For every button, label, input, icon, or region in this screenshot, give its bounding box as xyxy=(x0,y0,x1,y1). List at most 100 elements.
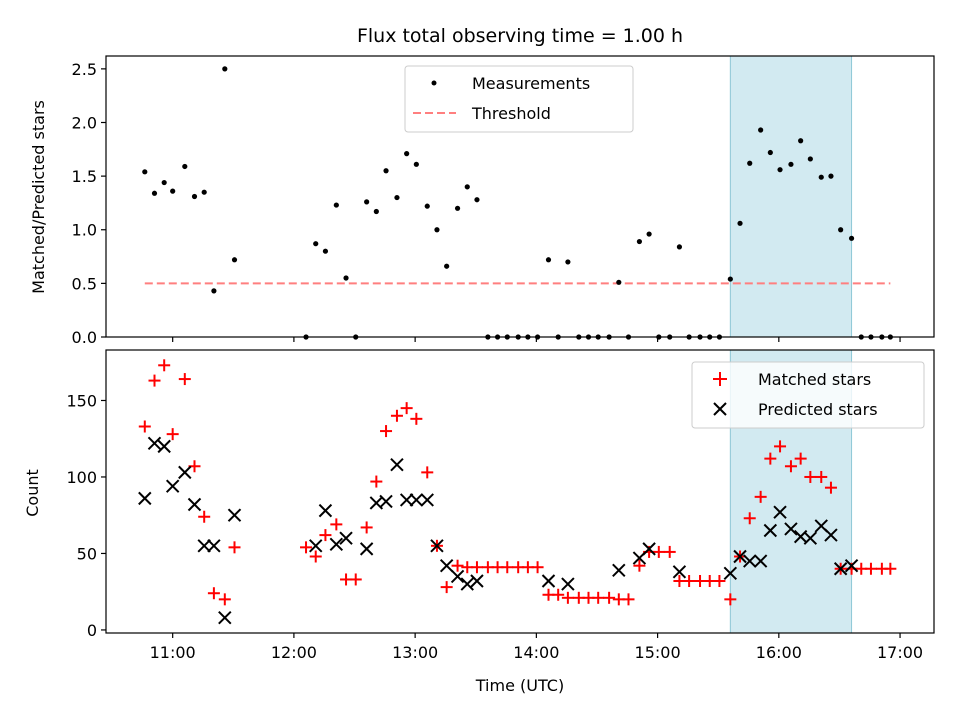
x-stroke xyxy=(309,539,323,553)
predicted-star-point xyxy=(470,574,484,588)
matched-star-point xyxy=(349,573,362,586)
matched-star-point xyxy=(592,591,605,604)
measurement-point xyxy=(565,259,571,265)
measurement-point xyxy=(788,161,794,167)
x-axis-label: Time (UTC) xyxy=(475,676,564,695)
matched-star-point xyxy=(421,466,434,479)
matched-star-point xyxy=(824,481,837,494)
measurement-point xyxy=(464,184,470,190)
matched-star-point xyxy=(410,412,423,425)
predicted-star-point xyxy=(803,531,818,545)
x-tick-label: 11:00 xyxy=(150,643,196,662)
x-stroke xyxy=(844,558,859,573)
matched-star-point xyxy=(622,593,635,606)
matched-star-point xyxy=(330,518,343,531)
matched-star-point xyxy=(864,562,877,575)
matched-star-point xyxy=(309,550,322,563)
measurement-point xyxy=(222,66,228,72)
measurement-point xyxy=(838,227,844,233)
measurement-point xyxy=(676,244,683,250)
top-y-ticks: 0.0 0.5 1.0 1.5 2.0 2.5 xyxy=(72,60,106,347)
matched-star-point xyxy=(166,428,179,441)
predicted-star-point xyxy=(227,508,242,522)
y-tick-label: 1.5 xyxy=(72,167,97,186)
predicted-star-point xyxy=(844,558,859,573)
x-stroke xyxy=(733,549,747,564)
x-stroke xyxy=(824,528,838,542)
predicted-star-point xyxy=(399,493,414,507)
measurement-point xyxy=(807,156,813,162)
legend-label-measurements: Measurements xyxy=(472,74,590,93)
y-tick-label: 150 xyxy=(66,391,97,410)
y-tick-label: 2.5 xyxy=(72,60,97,79)
matched-star-point xyxy=(754,490,767,503)
matched-star-point xyxy=(148,374,161,387)
matched-star-point xyxy=(724,593,737,606)
chart-title: Flux total observing time = 1.00 h xyxy=(357,25,683,47)
predicted-star-point xyxy=(450,569,465,584)
predicted-star-point xyxy=(187,497,202,512)
measurement-point xyxy=(182,163,188,170)
predicted-star-point xyxy=(672,565,687,579)
measurement-point xyxy=(727,276,733,282)
predicted-star-point xyxy=(329,537,344,551)
bottom-legend: Matched stars Predicted stars xyxy=(691,361,925,429)
predicted-star-point xyxy=(833,562,848,576)
predicted-star-point xyxy=(733,549,747,564)
x-stroke xyxy=(420,493,434,507)
measurement-point xyxy=(758,127,764,133)
measurement-point xyxy=(444,263,450,269)
measurement-point xyxy=(798,138,804,144)
matched-star-point xyxy=(774,440,787,453)
matched-star-point xyxy=(713,574,726,587)
x-stroke xyxy=(743,554,757,568)
predicted-star-point xyxy=(541,574,556,588)
x-stroke xyxy=(803,531,818,545)
bottom-y-axis-label: Count xyxy=(23,469,42,517)
predicted-star-point xyxy=(642,542,656,556)
measurement-point xyxy=(161,179,167,186)
y-tick-label: 0.5 xyxy=(72,274,97,293)
matched-star-point xyxy=(663,545,676,558)
top-legend: Measurements Threshold xyxy=(404,65,634,133)
bottom-y-ticks: 0 50 100 150 xyxy=(66,391,106,640)
predicted-star-point xyxy=(420,493,434,507)
legend-label-threshold: Threshold xyxy=(471,104,551,123)
matched-star-point xyxy=(380,425,393,438)
x-stroke xyxy=(339,531,353,545)
measurement-point xyxy=(373,208,379,215)
top-x-ticks xyxy=(172,337,901,342)
x-stroke xyxy=(218,610,232,625)
measurement-point xyxy=(424,203,430,209)
x-stroke xyxy=(814,519,828,533)
x-stroke xyxy=(187,497,202,512)
matched-star-point xyxy=(884,562,897,575)
predicted-star-point xyxy=(430,539,444,553)
matched-star-point xyxy=(552,588,565,601)
x-tick-label: 16:00 xyxy=(756,643,802,662)
x-stroke xyxy=(227,508,242,522)
x-stroke xyxy=(541,574,556,588)
predicted-star-point xyxy=(197,539,211,553)
bottom-legend-box xyxy=(691,361,925,429)
matched-star-point xyxy=(218,593,231,606)
x-stroke xyxy=(329,537,344,551)
measurement-point xyxy=(394,194,400,201)
legend-marker-predicted xyxy=(713,402,727,416)
measurement-point xyxy=(636,238,643,245)
measurement-point xyxy=(211,288,217,294)
predicted-star-point xyxy=(824,528,838,542)
y-tick-label: 0 xyxy=(87,621,97,640)
matched-star-point xyxy=(400,402,413,415)
measurement-point xyxy=(343,275,349,281)
x-stroke xyxy=(450,569,465,584)
predicted-star-point xyxy=(409,493,424,507)
x-stroke xyxy=(178,465,192,480)
matched-star-point xyxy=(784,460,797,473)
y-tick-label: 50 xyxy=(77,544,97,563)
predicted-star-point xyxy=(390,458,404,472)
x-stroke xyxy=(784,522,798,536)
measurement-point xyxy=(434,227,440,233)
bottom-panel: 0 50 100 150 11:00 12:00 13:00 14:00 15:00 16:00… xyxy=(23,349,935,695)
y-tick-label: 1.0 xyxy=(72,221,97,240)
